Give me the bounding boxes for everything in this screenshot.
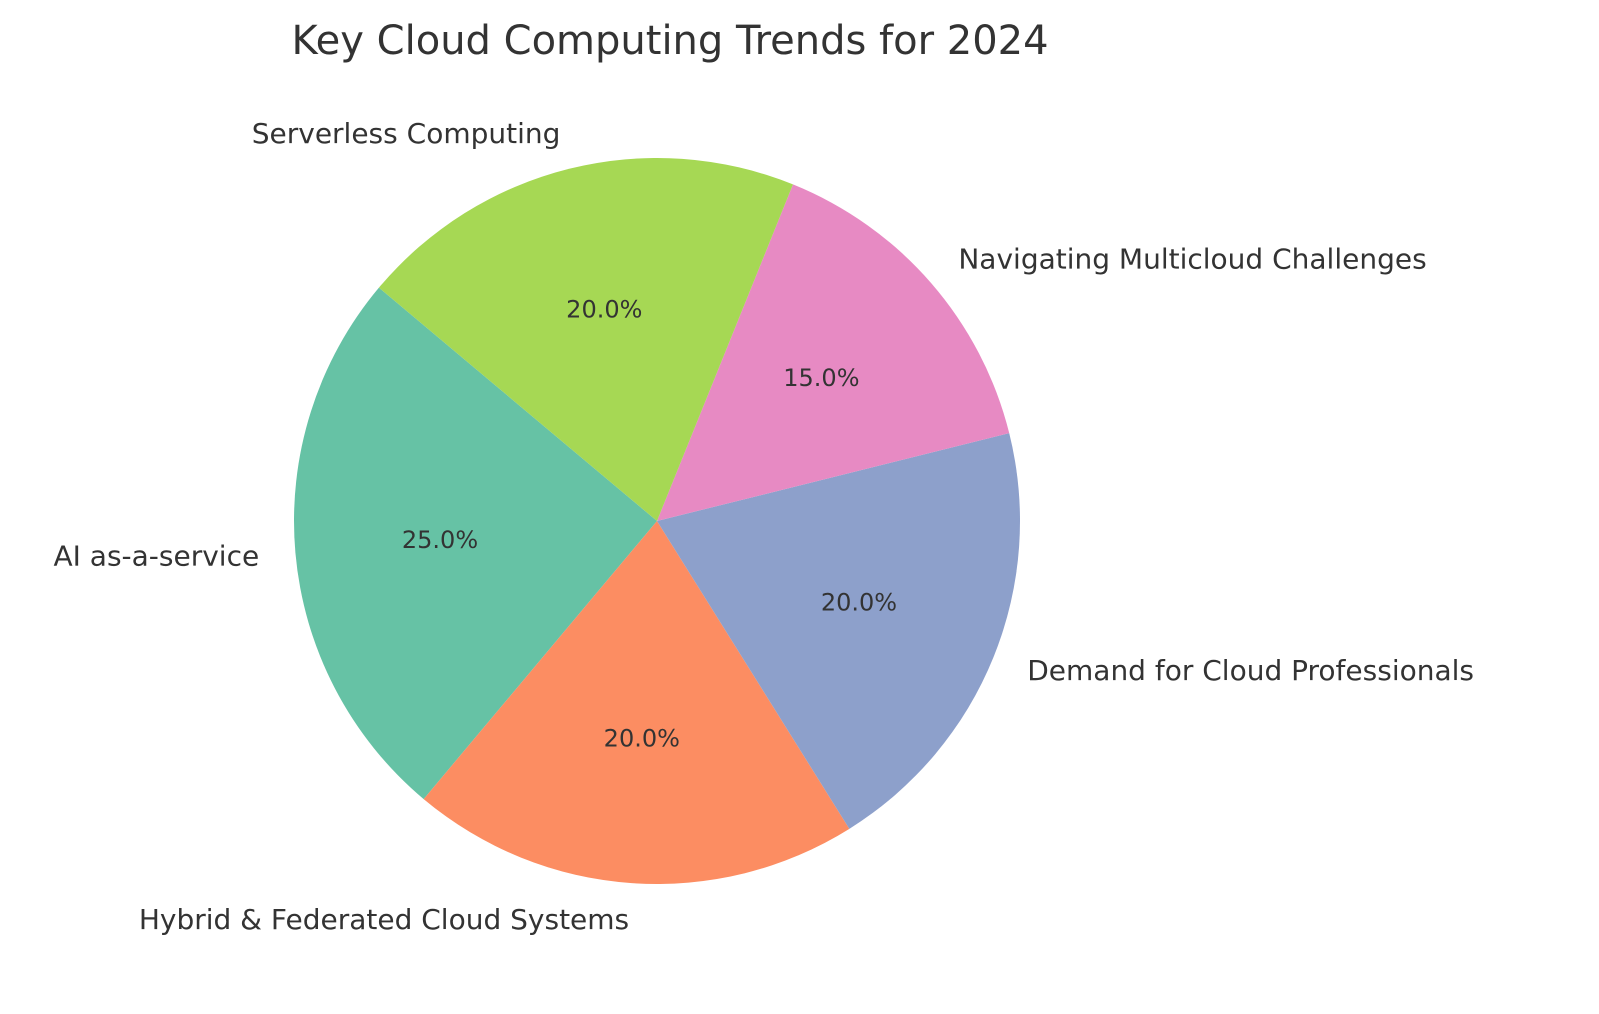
pie-category-label: AI as-a-service [53, 539, 259, 572]
pie-slice-hybrid-and-federated-cloud-systems [423, 521, 850, 884]
pie-slice-demand-for-cloud-professionals [657, 433, 1021, 829]
pie-percent-label: 25.0% [402, 526, 478, 554]
pie-percent-label: 15.0% [783, 364, 859, 392]
pie-category-label: Navigating Multicloud Challenges [958, 243, 1426, 276]
pie-slice-ai-as-a-service [294, 287, 657, 800]
pie-category-label: Demand for Cloud Professionals [1027, 654, 1474, 687]
pie-slice-serverless-computing [378, 158, 793, 521]
pie-percent-label: 20.0% [821, 589, 897, 617]
pie-slices [294, 158, 1021, 884]
pie-percent-label: 20.0% [566, 296, 642, 324]
pie-category-label: Hybrid & Federated Cloud Systems [139, 903, 629, 936]
chart-title: Key Cloud Computing Trends for 2024 [291, 18, 1048, 64]
pie-percent-label: 20.0% [604, 724, 680, 752]
pie-category-label: Serverless Computing [252, 117, 561, 150]
pie-slice-navigating-multicloud-challenges [657, 184, 1010, 521]
pie-labels: 25.0% AI as-a-service 20.0% Hybrid & Federa… [53, 117, 1474, 936]
